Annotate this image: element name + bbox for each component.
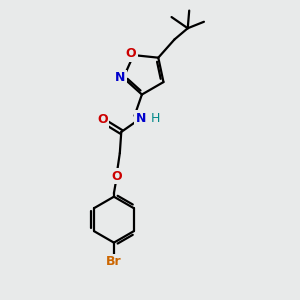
Text: Br: Br [106, 255, 122, 268]
Text: O: O [111, 169, 122, 183]
Text: N: N [115, 71, 126, 84]
Text: O: O [97, 113, 108, 126]
Text: O: O [126, 47, 136, 60]
Text: N: N [136, 112, 146, 124]
Text: H: H [151, 112, 160, 124]
